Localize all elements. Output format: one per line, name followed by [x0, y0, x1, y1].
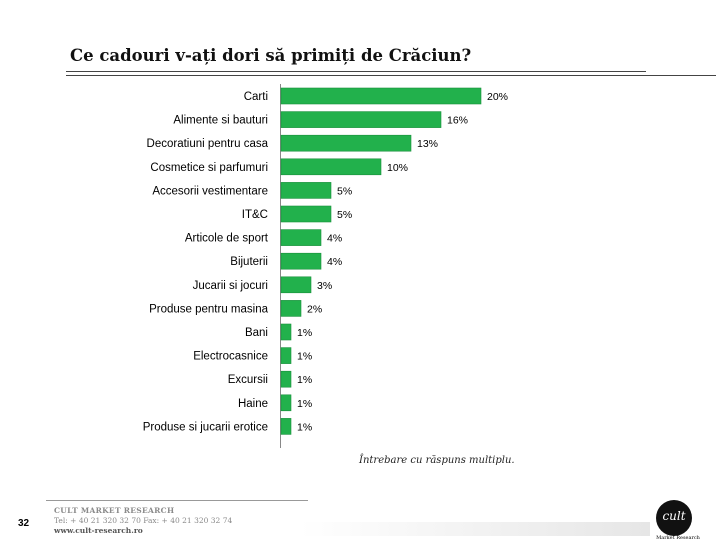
category-label: IT&C [242, 209, 268, 221]
footer-rule [46, 500, 308, 501]
bar [280, 418, 292, 435]
value-label: 1% [297, 421, 312, 433]
category-label: Electrocasnice [193, 351, 268, 363]
chart-note: Întrebare cu răspuns multiplu. [359, 455, 515, 466]
slide-title: Ce cadouri v-ați dori să primiți de Crăc… [70, 46, 472, 65]
category-label: Jucarii si jocuri [193, 280, 268, 292]
bar [280, 394, 292, 412]
value-label: 2% [307, 303, 322, 315]
bar [280, 300, 302, 317]
value-label: 20% [487, 91, 508, 103]
value-label: 1% [297, 327, 312, 339]
category-label: Decoratiuni pentru casa [147, 138, 269, 150]
category-label: Produse si jucarii erotice [143, 421, 268, 433]
bar [280, 276, 312, 294]
bar [280, 205, 332, 223]
category-label: Cosmetice si parfumuri [150, 162, 268, 174]
footer-info: CULT MARKET RESEARCH Tel: + 40 21 320 32… [54, 506, 232, 536]
bar [280, 229, 322, 246]
category-label: Accesorii vestimentare [152, 185, 268, 197]
cult-logo: cult [656, 500, 692, 536]
footer-contact: Tel: + 40 21 320 32 70 Fax: + 40 21 320 … [54, 516, 233, 525]
category-label: Produse pentru masina [149, 303, 269, 315]
bar [280, 370, 292, 388]
bar [280, 347, 292, 364]
value-label: 4% [327, 256, 342, 268]
category-label: Alimente si bauturi [173, 115, 268, 127]
value-label: 13% [417, 138, 438, 150]
bar [280, 134, 412, 152]
category-label: Articole de sport [185, 233, 269, 245]
category-label: Haine [238, 398, 268, 410]
value-label: 3% [317, 280, 332, 292]
footer-strip [300, 522, 650, 536]
value-label: 16% [447, 115, 468, 127]
title-underline [66, 71, 646, 72]
bar [280, 182, 332, 199]
value-label: 4% [327, 233, 342, 245]
category-label: Bijuterii [230, 256, 268, 268]
value-label: 5% [337, 185, 352, 197]
value-label: 5% [337, 209, 352, 221]
bar [280, 111, 442, 128]
bar-group: Carti 20% Alimente si bauturi 16% Decoratiun… [143, 87, 508, 435]
category-label: Bani [245, 327, 268, 339]
category-label: Carti [244, 91, 268, 103]
value-label: 1% [297, 351, 312, 363]
footer-company: CULT MARKET RESEARCH [54, 506, 175, 515]
footer-url: www.cult-research.ro [54, 526, 143, 535]
bar [280, 87, 482, 105]
value-label: 10% [387, 162, 408, 174]
value-label: 1% [297, 398, 312, 410]
title-underline-long [66, 75, 716, 76]
bar [280, 252, 322, 270]
page-number: 32 [18, 518, 30, 529]
category-label: Excursii [228, 374, 268, 386]
value-label: 1% [297, 374, 312, 386]
bar [280, 323, 292, 341]
logo-caption: Market Research [656, 535, 700, 541]
bar [280, 158, 382, 176]
